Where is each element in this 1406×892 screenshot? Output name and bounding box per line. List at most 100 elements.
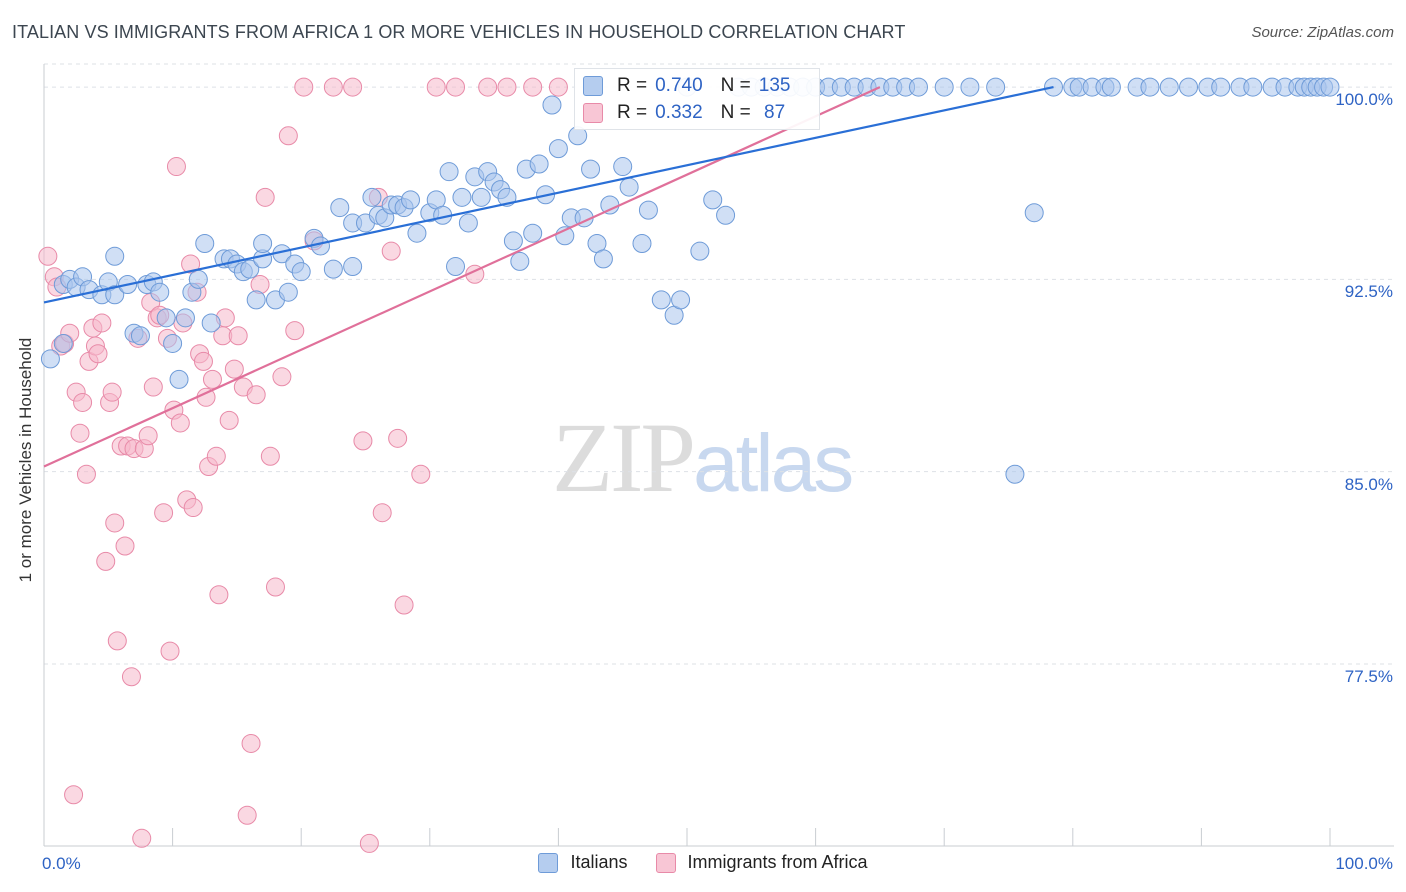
data-point-africa <box>497 77 517 97</box>
data-point-africa <box>228 326 248 346</box>
data-point-africa <box>166 157 186 177</box>
data-point-africa <box>548 77 568 97</box>
data-point-italians <box>1211 77 1231 97</box>
data-point-italians <box>934 77 954 97</box>
data-point-italians <box>1005 464 1025 484</box>
legend-swatch-africa <box>583 103 603 123</box>
data-point-italians <box>291 262 311 282</box>
data-point-italians <box>542 95 562 115</box>
data-point-italians <box>690 241 710 261</box>
data-point-italians <box>613 157 633 177</box>
data-point-italians <box>446 257 466 277</box>
data-point-africa <box>209 585 229 605</box>
data-point-africa <box>224 359 244 379</box>
data-point-italians <box>600 195 620 215</box>
series-italians-points <box>40 77 1340 484</box>
data-point-italians <box>278 282 298 302</box>
legend-swatch-italians <box>538 852 559 873</box>
data-point-africa <box>372 503 392 523</box>
data-point-italians <box>632 233 652 253</box>
data-point-italians <box>330 198 350 218</box>
data-point-africa <box>206 446 226 466</box>
data-point-italians <box>188 269 208 289</box>
data-point-italians <box>130 326 150 346</box>
data-point-italians <box>452 187 472 207</box>
axes <box>43 64 1394 847</box>
trend-line-italians <box>43 85 1054 304</box>
data-point-africa <box>193 351 213 371</box>
data-point-africa <box>102 382 122 402</box>
data-point-africa <box>294 77 314 97</box>
data-point-africa <box>105 513 125 533</box>
data-point-italians <box>246 290 266 310</box>
data-point-italians <box>908 77 928 97</box>
data-point-italians <box>458 213 478 233</box>
grid-lines <box>44 63 1394 665</box>
data-point-italians <box>407 223 427 243</box>
data-point-africa <box>92 313 112 333</box>
data-point-africa <box>323 77 343 97</box>
legend-label-africa: Immigrants from Africa <box>687 852 868 872</box>
chart-source: Source: ZipAtlas.com <box>1251 24 1394 41</box>
watermark: ZIPatlas <box>552 400 854 515</box>
watermark-atlas: atlas <box>693 418 854 509</box>
data-point-africa <box>107 631 127 651</box>
data-point-italians <box>523 223 543 243</box>
data-point-italians <box>253 233 273 253</box>
data-point-africa <box>70 423 90 443</box>
legend-swatch-africa <box>655 852 676 873</box>
data-point-africa <box>265 577 285 597</box>
data-point-italians <box>529 154 549 174</box>
data-point-africa <box>115 536 135 556</box>
data-point-africa <box>73 392 93 412</box>
data-point-africa <box>170 413 190 433</box>
data-point-africa <box>278 126 298 146</box>
data-point-italians <box>1159 77 1179 97</box>
data-point-italians <box>439 162 459 182</box>
data-point-africa <box>394 595 414 615</box>
data-point-africa <box>353 431 373 451</box>
data-point-africa <box>241 733 261 753</box>
data-point-italians <box>156 308 176 328</box>
y-tick-label: 100.0% <box>1335 90 1393 110</box>
trend-line-africa <box>43 86 881 468</box>
legend-n-value: 135 <box>758 75 791 96</box>
legend-r-label: R = <box>617 102 648 123</box>
data-point-africa <box>160 641 180 661</box>
data-point-italians <box>53 333 73 353</box>
data-point-italians <box>716 205 736 225</box>
data-point-africa <box>381 241 401 261</box>
y-tick-label: 85.0% <box>1344 474 1393 494</box>
data-point-africa <box>121 667 141 687</box>
data-point-italians <box>1101 77 1121 97</box>
data-point-africa <box>143 377 163 397</box>
legend-row-italians: R = 0.740 N = 135 <box>583 74 790 98</box>
data-point-africa <box>260 446 280 466</box>
y-tick-label: 92.5% <box>1344 282 1393 302</box>
data-point-italians <box>240 259 260 279</box>
data-point-italians <box>105 246 125 266</box>
legend-item-italians: Italians <box>538 852 628 873</box>
data-point-africa <box>426 77 446 97</box>
data-point-italians <box>1140 77 1160 97</box>
data-point-italians <box>343 257 363 277</box>
data-point-italians <box>960 77 980 97</box>
legend-n-value: 87 <box>758 102 786 123</box>
legend-item-africa: Immigrants from Africa <box>655 852 868 873</box>
data-point-africa <box>411 464 431 484</box>
data-point-africa <box>132 828 152 848</box>
legend-label-italians: Italians <box>570 852 628 872</box>
data-point-africa <box>181 254 201 274</box>
data-point-africa <box>64 785 84 805</box>
y-tick-label: 77.5% <box>1344 666 1393 686</box>
watermark-zip: ZIP <box>552 402 696 513</box>
data-point-africa <box>138 426 158 446</box>
legend-n-label: N = <box>720 102 751 123</box>
legend-swatch-italians <box>583 76 603 96</box>
data-point-africa <box>478 77 498 97</box>
data-point-italians <box>619 177 639 197</box>
series-legend: Italians Immigrants from Africa <box>0 852 1406 873</box>
data-point-italians <box>1179 77 1199 97</box>
data-point-italians <box>310 236 330 256</box>
data-point-africa <box>285 321 305 341</box>
